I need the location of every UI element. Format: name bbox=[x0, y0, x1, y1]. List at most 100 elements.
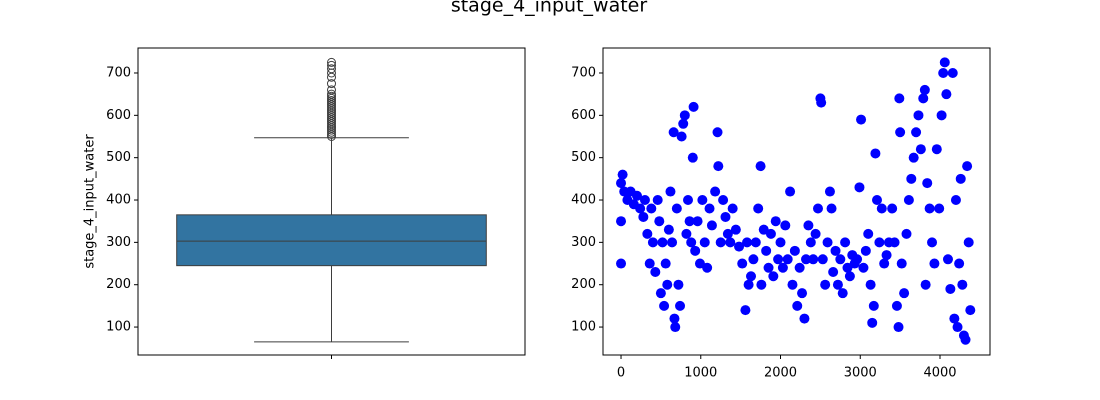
point bbox=[820, 279, 831, 290]
point bbox=[650, 267, 661, 278]
point bbox=[727, 203, 738, 214]
point bbox=[963, 237, 974, 248]
point bbox=[730, 224, 741, 235]
point bbox=[765, 228, 776, 239]
point bbox=[668, 127, 679, 138]
point bbox=[681, 228, 692, 239]
y-tick-label: 400 bbox=[571, 193, 596, 208]
flier bbox=[327, 91, 336, 101]
point bbox=[684, 216, 695, 227]
point bbox=[675, 300, 686, 311]
point bbox=[817, 254, 828, 265]
point bbox=[761, 245, 772, 256]
point bbox=[710, 186, 721, 197]
point bbox=[770, 216, 781, 227]
point bbox=[734, 241, 745, 252]
point bbox=[617, 169, 628, 180]
point bbox=[863, 228, 874, 239]
point bbox=[740, 305, 751, 316]
point bbox=[755, 161, 766, 172]
point bbox=[922, 178, 933, 189]
x-tick-label: 3000 bbox=[844, 366, 877, 381]
point bbox=[763, 262, 774, 273]
point bbox=[837, 288, 848, 299]
point bbox=[687, 152, 698, 163]
point bbox=[665, 186, 676, 197]
point bbox=[828, 267, 839, 278]
point bbox=[911, 127, 922, 138]
point bbox=[915, 144, 926, 155]
point bbox=[616, 178, 627, 189]
point bbox=[939, 57, 950, 68]
point bbox=[840, 237, 851, 248]
point bbox=[699, 237, 710, 248]
point bbox=[929, 258, 940, 269]
point bbox=[638, 211, 649, 222]
point bbox=[660, 258, 671, 269]
point bbox=[858, 262, 869, 273]
point bbox=[782, 254, 793, 265]
flier bbox=[327, 96, 336, 106]
point bbox=[654, 216, 665, 227]
point bbox=[903, 195, 914, 206]
point bbox=[678, 118, 689, 129]
point bbox=[931, 144, 942, 155]
point bbox=[924, 203, 935, 214]
point bbox=[697, 195, 708, 206]
point bbox=[950, 195, 961, 206]
point bbox=[652, 195, 663, 206]
point bbox=[635, 203, 646, 214]
point bbox=[895, 127, 906, 138]
point bbox=[965, 305, 976, 316]
axes-frame bbox=[137, 47, 526, 356]
point bbox=[679, 110, 690, 121]
flier bbox=[327, 79, 336, 89]
point bbox=[891, 300, 902, 311]
point bbox=[941, 89, 952, 100]
point bbox=[835, 254, 846, 265]
point bbox=[919, 84, 930, 95]
point bbox=[936, 110, 947, 121]
point bbox=[720, 211, 731, 222]
flier bbox=[327, 85, 336, 95]
y-tick-label: 200 bbox=[106, 277, 131, 292]
point bbox=[690, 245, 701, 256]
point bbox=[894, 93, 905, 104]
point bbox=[934, 203, 945, 214]
point bbox=[780, 220, 791, 231]
point bbox=[639, 195, 650, 206]
point bbox=[887, 203, 898, 214]
y-tick-label: 300 bbox=[106, 235, 131, 250]
point bbox=[816, 97, 827, 108]
point bbox=[945, 283, 956, 294]
point bbox=[808, 254, 819, 265]
point bbox=[616, 216, 627, 227]
axes-frame bbox=[602, 47, 991, 356]
point bbox=[713, 161, 724, 172]
point bbox=[889, 237, 900, 248]
point bbox=[876, 203, 887, 214]
point bbox=[942, 254, 953, 265]
point bbox=[737, 258, 748, 269]
y-tick-label: 700 bbox=[571, 65, 596, 80]
point bbox=[683, 195, 694, 206]
point bbox=[631, 190, 642, 201]
point bbox=[706, 220, 717, 231]
point bbox=[938, 67, 949, 78]
point bbox=[799, 313, 810, 324]
point bbox=[663, 224, 674, 235]
point bbox=[960, 334, 971, 345]
point bbox=[870, 148, 881, 159]
point bbox=[899, 288, 910, 299]
x-tick-label: 2000 bbox=[764, 366, 797, 381]
point bbox=[947, 67, 958, 78]
point bbox=[657, 237, 668, 248]
point bbox=[824, 186, 835, 197]
point bbox=[702, 262, 713, 273]
point bbox=[616, 258, 627, 269]
point bbox=[962, 161, 973, 172]
flier bbox=[327, 64, 336, 74]
y-tick-label: 600 bbox=[106, 108, 131, 123]
point bbox=[750, 237, 761, 248]
point bbox=[746, 271, 757, 282]
